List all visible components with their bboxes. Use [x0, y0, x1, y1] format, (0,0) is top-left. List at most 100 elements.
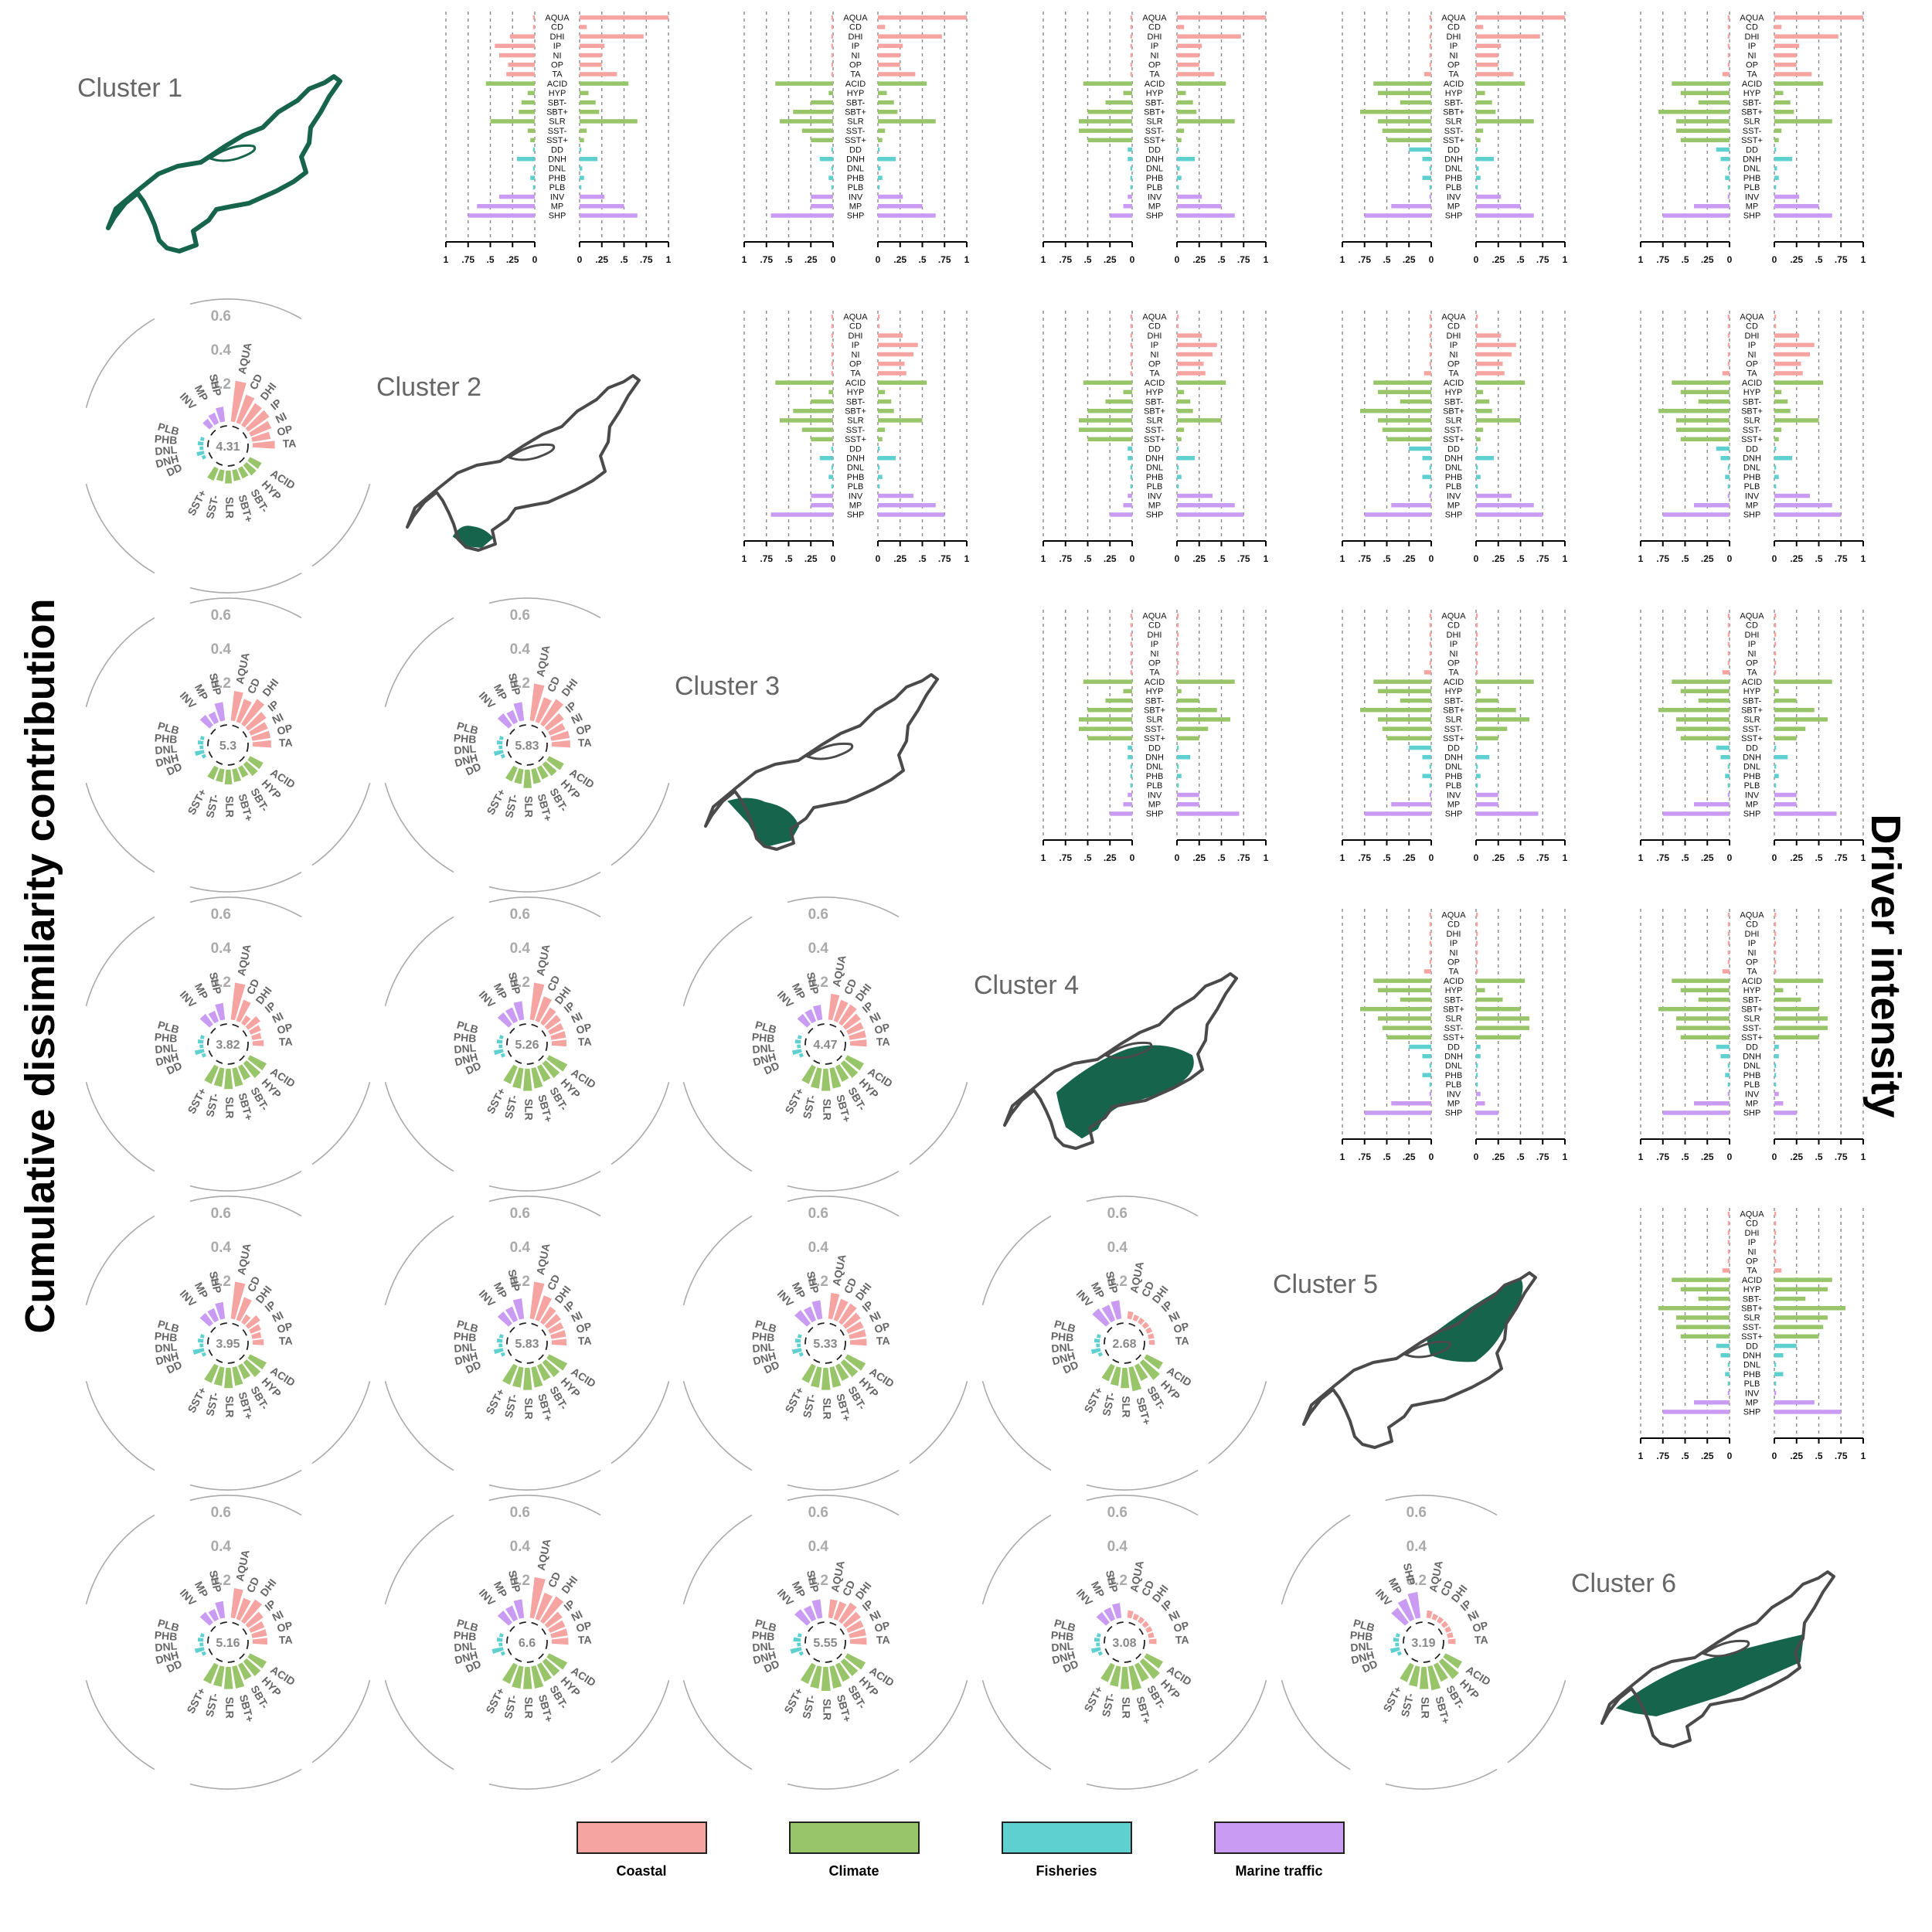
driver-label: SBT+ — [1741, 108, 1763, 117]
intensity-bar-right — [1177, 736, 1199, 741]
radial-driver-label: SHP — [207, 971, 224, 995]
radial-driver-label: SLR — [1419, 1697, 1431, 1719]
x-tick-label: .25 — [1104, 553, 1117, 564]
intensity-bar-left — [517, 157, 535, 162]
intensity-bar-right — [878, 185, 880, 190]
driver-label: CD — [849, 23, 862, 32]
x-tick-label: .5 — [620, 254, 628, 265]
radial-driver-label: SHP — [804, 971, 821, 995]
driver-label: SST- — [1444, 426, 1464, 435]
intensity-bar-left — [1123, 503, 1132, 508]
intensity-bar-left — [1130, 371, 1132, 376]
driver-label: DD — [1148, 145, 1161, 155]
inner-circle — [207, 1023, 249, 1065]
radial-driver-label: OP — [276, 722, 294, 737]
intensity-bar-left — [1378, 689, 1431, 694]
intensity-bar-left — [831, 484, 833, 489]
dissimilarity-polar: 0.20.40.6AQUACDDHIIPNIOPTAACIDHYPSBT-SBT… — [682, 1495, 968, 1790]
legend-item-marine-traffic: Marine traffic — [1202, 1821, 1356, 1879]
dissimilarity-bar — [1395, 1642, 1400, 1647]
intensity-bar-right — [1774, 333, 1800, 338]
dissimilarity-bar — [1148, 1339, 1155, 1345]
intensity-bar-left — [831, 72, 833, 77]
intensity-bar-right — [1774, 110, 1794, 114]
radial-driver-label: SST- — [1399, 1692, 1417, 1718]
dissimilarity-bar — [237, 1363, 251, 1379]
dissimilarity-bar — [245, 410, 270, 432]
intensity-bar-left — [1409, 745, 1431, 750]
driver-label: DNL — [1743, 763, 1760, 772]
radial-driver-label: OP — [873, 1320, 892, 1335]
radial-driver-label: CD — [245, 1274, 263, 1294]
radial-driver-label: PLB — [1053, 1318, 1077, 1335]
driver-label: SBT- — [1743, 397, 1762, 406]
intensity-bar-left — [1725, 1073, 1730, 1077]
intensity-bar-right — [1476, 72, 1514, 77]
intensity-bar-right — [1774, 72, 1812, 77]
driver-label: DNH — [1743, 1352, 1761, 1361]
dissimilarity-bar — [241, 1314, 251, 1325]
driver-label: IP — [852, 341, 859, 350]
dissimilarity-bar — [1407, 1591, 1421, 1619]
driver-label: NI — [1450, 948, 1458, 957]
driver-label: TA — [552, 70, 563, 80]
driver-label: PLB — [1446, 1080, 1462, 1090]
intensity-bar-left — [1128, 446, 1132, 451]
dissimilarity-bar — [542, 1359, 560, 1378]
scale-arc — [311, 1679, 371, 1764]
intensity-bar-left — [1079, 418, 1132, 423]
intensity-bar-right — [878, 72, 916, 77]
intensity-bar-right — [1774, 371, 1803, 376]
dissimilarity-bar — [236, 1297, 252, 1322]
driver-label: INV — [849, 192, 863, 202]
intensity-bar-right — [1177, 641, 1179, 647]
intensity-bar-left — [1130, 774, 1132, 778]
intensity-bar-right — [878, 465, 880, 470]
intensity-bar-right — [1476, 802, 1498, 807]
dissimilarity-bar — [216, 768, 225, 783]
radial-driver-label: PHB — [154, 432, 178, 447]
x-tick-label: 0 — [831, 254, 836, 265]
driver-label: NI — [1450, 51, 1458, 60]
scale-arc — [85, 1380, 155, 1471]
radial-driver-label: SHP — [207, 1270, 224, 1294]
intensity-bar-left — [1672, 679, 1730, 684]
driver-label: TA — [1448, 70, 1459, 80]
radial-scale-label: 0.6 — [510, 1206, 530, 1222]
driver-label: PLB — [1446, 482, 1462, 492]
radial-driver-label: AQUA — [534, 944, 553, 978]
driver-label: AQUA — [1740, 313, 1764, 322]
x-tick-label: .25 — [1492, 254, 1505, 265]
radial-driver-label: OP — [276, 1619, 294, 1634]
intensity-bar-right — [1177, 465, 1179, 470]
radial-driver-label: DD — [464, 1657, 483, 1675]
dissimilarity-bar — [213, 1366, 225, 1386]
intensity-bar-right — [1774, 512, 1842, 517]
intensity-bar-right — [1177, 698, 1199, 703]
dissimilarity-bar — [215, 1002, 226, 1021]
intensity-bar-left — [508, 63, 535, 67]
x-tick-label: .75 — [1059, 852, 1072, 863]
intensity-bar-left — [1698, 997, 1730, 1002]
radial-driver-label: PLB — [156, 420, 180, 438]
dissimilarity-bar — [1110, 1366, 1121, 1386]
scale-arc — [311, 1380, 371, 1464]
intensity-bar-left — [1727, 764, 1730, 769]
dissimilarity-bar — [232, 767, 242, 783]
intensity-bar-right — [1476, 764, 1478, 769]
driver-label: DD — [1447, 1043, 1460, 1052]
driver-label: SHP — [1146, 810, 1164, 819]
intensity-bar-left — [1083, 380, 1132, 385]
dissimilarity-bar — [1395, 1633, 1400, 1638]
dissimilarity-bar — [1094, 1338, 1100, 1343]
intensity-bar-right — [1476, 437, 1481, 442]
intensity-bar-right — [1476, 950, 1478, 955]
dissimilarity-bar — [249, 722, 268, 736]
intensity-bar-left — [1378, 389, 1431, 395]
driver-label: NI — [1151, 51, 1159, 60]
x-tick-label: .25 — [1701, 553, 1714, 564]
driver-label: SLR — [1743, 1015, 1760, 1024]
intensity-bar-right — [878, 484, 880, 489]
scale-arc — [189, 871, 302, 893]
x-tick-label: 0 — [1429, 553, 1434, 564]
